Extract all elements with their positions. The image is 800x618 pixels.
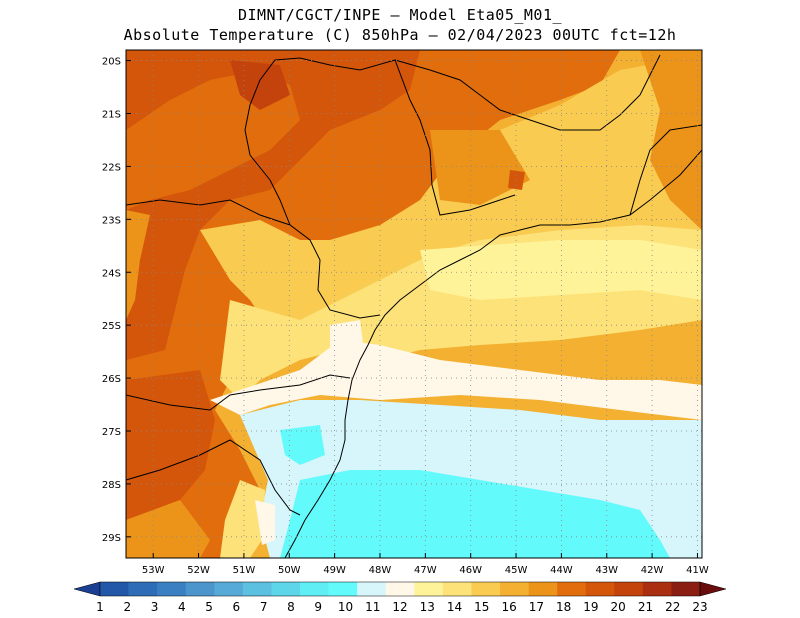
colorbar-label: 23	[692, 600, 707, 614]
colorbar-segment	[328, 582, 358, 596]
colorbar-label: 9	[314, 600, 322, 614]
colorbar-label: 13	[420, 600, 435, 614]
colorbar-segment	[557, 582, 587, 596]
colorbar-label: 2	[123, 600, 131, 614]
lon-label-41w: 41W	[686, 565, 709, 576]
lat-label-23s: 23S	[102, 215, 121, 226]
lat-lon-grid	[126, 50, 702, 558]
lat-label-29s: 29S	[102, 533, 121, 544]
colorbar-label: 14	[447, 600, 462, 614]
colorbar-outline	[99, 581, 701, 597]
colorbar-label: 11	[365, 600, 380, 614]
colorbar-label: 8	[287, 600, 295, 614]
colorbar-label: 17	[529, 600, 544, 614]
lon-label-50w: 50W	[278, 565, 301, 576]
lon-label-53w: 53W	[142, 565, 165, 576]
colorbar-segment	[242, 582, 272, 596]
colorbar-segment	[357, 582, 387, 596]
colorbar-label: 5	[205, 600, 213, 614]
colorbar-label: 4	[178, 600, 186, 614]
lat-label-24s: 24S	[102, 268, 121, 279]
colorbar-segment	[642, 582, 672, 596]
colorbar-segment	[614, 582, 644, 596]
lat-label-25s: 25S	[102, 321, 121, 332]
lat-label-27s: 27S	[102, 427, 121, 438]
temperature-field	[126, 50, 702, 558]
lat-label-20s: 20S	[102, 57, 121, 68]
colorbar-segment	[585, 582, 615, 596]
colorbar-label: 16	[501, 600, 516, 614]
colorbar-segment	[414, 582, 444, 596]
colorbar-segment	[214, 582, 244, 596]
colorbar-label: 19	[583, 600, 598, 614]
lon-label-47w: 47W	[414, 565, 437, 576]
lon-label-46w: 46W	[459, 565, 482, 576]
colorbar-segment	[100, 582, 129, 596]
latitude-labels: 20S 21S 22S 23S 24S 25S 26S 27S 28S 29S	[102, 57, 131, 544]
colorbar-segment	[442, 582, 472, 596]
colorbar-segment	[385, 582, 415, 596]
lon-label-43w: 43W	[595, 565, 618, 576]
colorbar-segment	[157, 582, 187, 596]
lon-label-52w: 52W	[187, 565, 210, 576]
lon-label-44w: 44W	[550, 565, 573, 576]
colorbar-label: 3	[151, 600, 159, 614]
colorbar-segment	[671, 582, 701, 596]
colorbar-label: 7	[260, 600, 268, 614]
colorbar-arrow-low	[73, 581, 101, 597]
title-line-1: DIMNT/CGCT/INPE – Model Eta05_M01_	[237, 6, 563, 24]
colorbar-label: 1	[96, 600, 104, 614]
lon-label-51w: 51W	[233, 565, 256, 576]
colorbar-segment	[528, 582, 558, 596]
borders	[126, 54, 702, 558]
lat-label-22s: 22S	[102, 162, 121, 173]
colorbar-label: 20	[611, 600, 626, 614]
colorbar-segment	[271, 582, 301, 596]
lon-label-45w: 45W	[505, 565, 528, 576]
lat-label-26s: 26S	[102, 374, 121, 385]
lon-label-49w: 49W	[323, 565, 346, 576]
colorbar-segment	[471, 582, 501, 596]
colorbar-label: 21	[638, 600, 653, 614]
lat-label-21s: 21S	[102, 110, 121, 121]
colorbar-label: 15	[474, 600, 489, 614]
colorbar-label: 22	[665, 600, 680, 614]
colorbar-label: 18	[556, 600, 571, 614]
colorbar-arrow-high	[699, 581, 727, 597]
lon-label-42w: 42W	[641, 565, 664, 576]
colorbar-segment	[128, 582, 158, 596]
map-frame	[125, 49, 703, 559]
lon-label-48w: 48W	[369, 565, 392, 576]
lat-label-28s: 28S	[102, 480, 121, 491]
colorbar-label: 10	[338, 600, 353, 614]
colorbar-segment	[300, 582, 329, 596]
colorbar-label: 6	[233, 600, 241, 614]
colorbar-segment	[500, 582, 529, 596]
colorbar-segment	[185, 582, 215, 596]
colorbar-label: 12	[392, 600, 407, 614]
longitude-labels: 53W 52W 51W 50W 49W 48W 47W 46W 45W 44W 43W 42W 41W	[142, 553, 709, 576]
colorbar: 1 2 3 4 5 6 7 8 9 10 11 12 13 14 15 16 17 18 19 20 21 22 23	[73, 581, 727, 614]
title-line-2: Absolute Temperature (C) 850hPa – 02/04/…	[123, 26, 677, 44]
